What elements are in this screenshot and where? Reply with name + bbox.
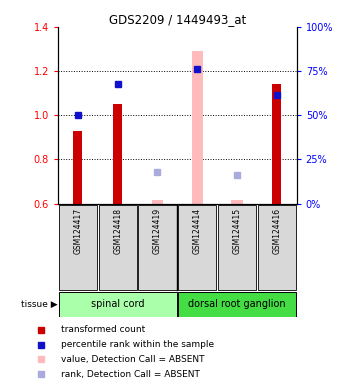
Bar [178, 205, 216, 290]
Text: GSM124418: GSM124418 [113, 208, 122, 254]
Bar [59, 292, 177, 317]
Text: GSM124414: GSM124414 [193, 208, 202, 254]
Bar [74, 131, 82, 204]
Text: GSM124417: GSM124417 [73, 208, 83, 254]
Text: dorsal root ganglion: dorsal root ganglion [188, 299, 286, 310]
Title: GDS2209 / 1449493_at: GDS2209 / 1449493_at [109, 13, 246, 26]
Bar [113, 104, 122, 204]
Bar [59, 205, 97, 290]
Text: transformed count: transformed count [61, 325, 146, 334]
Bar [218, 205, 256, 290]
Bar [99, 205, 137, 290]
Text: value, Detection Call = ABSENT: value, Detection Call = ABSENT [61, 355, 205, 364]
Bar [178, 292, 296, 317]
Bar [232, 200, 242, 204]
Text: rank, Detection Call = ABSENT: rank, Detection Call = ABSENT [61, 369, 200, 379]
Text: spinal cord: spinal cord [91, 299, 144, 310]
Text: GSM124419: GSM124419 [153, 208, 162, 254]
Text: tissue ▶: tissue ▶ [20, 300, 57, 309]
Bar [138, 205, 177, 290]
Bar [258, 205, 296, 290]
Text: GSM124416: GSM124416 [272, 208, 281, 254]
Bar [152, 200, 163, 204]
Text: percentile rank within the sample: percentile rank within the sample [61, 340, 214, 349]
Bar [272, 84, 281, 204]
Text: GSM124415: GSM124415 [233, 208, 241, 254]
Bar [192, 51, 203, 204]
